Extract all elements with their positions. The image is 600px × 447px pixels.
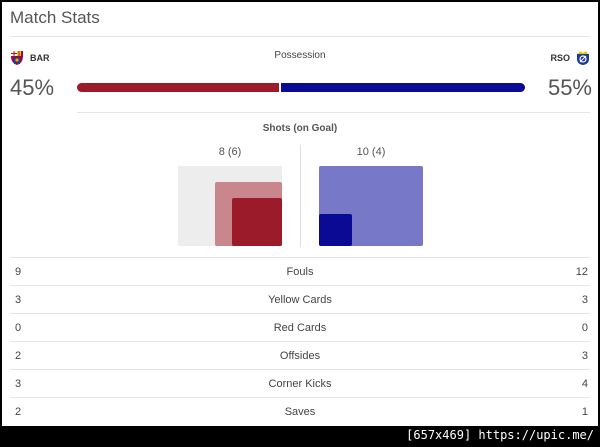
stat-away-value: 3 (581, 294, 588, 306)
possession-bar (77, 83, 525, 92)
match-stats-panel: Match Stats BAR Possession RSO 45% (2, 2, 598, 426)
stat-home-value: 2 (15, 406, 22, 418)
away-shots-on-goal-square (319, 214, 353, 246)
real-sociedad-crest-icon (577, 51, 589, 65)
stat-row: 3 Corner Kicks 4 (10, 369, 590, 397)
away-possession-pct: 55% (547, 75, 592, 100)
home-possession-fill (77, 83, 279, 92)
away-possession-fill (278, 83, 525, 92)
stat-home-value: 3 (15, 294, 22, 306)
away-team-abbr: RSO (550, 53, 570, 63)
stat-label: Offsides (279, 350, 321, 362)
away-shots-graphic (319, 166, 423, 246)
stat-row: 3 Yellow Cards 3 (10, 285, 590, 313)
stat-row: 2 Offsides 3 (10, 341, 590, 369)
shots-divider (300, 145, 301, 247)
stat-home-value: 0 (15, 322, 22, 334)
possession-divider (77, 112, 590, 113)
stat-away-value: 3 (581, 350, 588, 362)
stat-home-value: 2 (15, 350, 22, 362)
home-shots-on-goal-square (232, 198, 282, 246)
away-team: RSO (550, 50, 590, 66)
home-possession-pct: 45% (10, 75, 55, 100)
stat-home-value: 9 (15, 266, 22, 278)
stat-label: Red Cards (273, 322, 327, 334)
title-divider (10, 36, 590, 37)
stat-row: 9 Fouls 12 (10, 257, 590, 285)
shots-label: Shots (on Goal) (262, 123, 338, 134)
stat-away-value: 0 (581, 322, 588, 334)
away-shots-count: 10 (4) (356, 146, 386, 158)
stat-away-value: 4 (581, 378, 588, 390)
image-host-credit: [657x469] https://upic.me/ (406, 428, 594, 442)
panel-title: Match Stats (10, 8, 100, 27)
home-shots-count: 8 (6) (218, 146, 242, 158)
stat-home-value: 3 (15, 378, 22, 390)
stat-label: Saves (284, 406, 316, 418)
stat-label: Fouls (286, 266, 314, 278)
possession-label: Possession (274, 50, 326, 61)
home-shots-graphic (178, 166, 282, 246)
stat-away-value: 12 (575, 266, 588, 278)
stat-label: Yellow Cards (268, 294, 332, 306)
stat-row: 0 Red Cards 0 (10, 313, 590, 341)
home-team: BAR (10, 50, 50, 66)
stats-table: 9 Fouls 12 3 Yellow Cards 3 0 Red Cards … (10, 257, 590, 425)
stat-label: Corner Kicks (268, 378, 332, 390)
stat-row: 2 Saves 1 (10, 397, 590, 425)
stat-away-value: 1 (581, 406, 588, 418)
home-team-abbr: BAR (30, 53, 50, 63)
fc-barcelona-crest-icon (11, 51, 23, 65)
